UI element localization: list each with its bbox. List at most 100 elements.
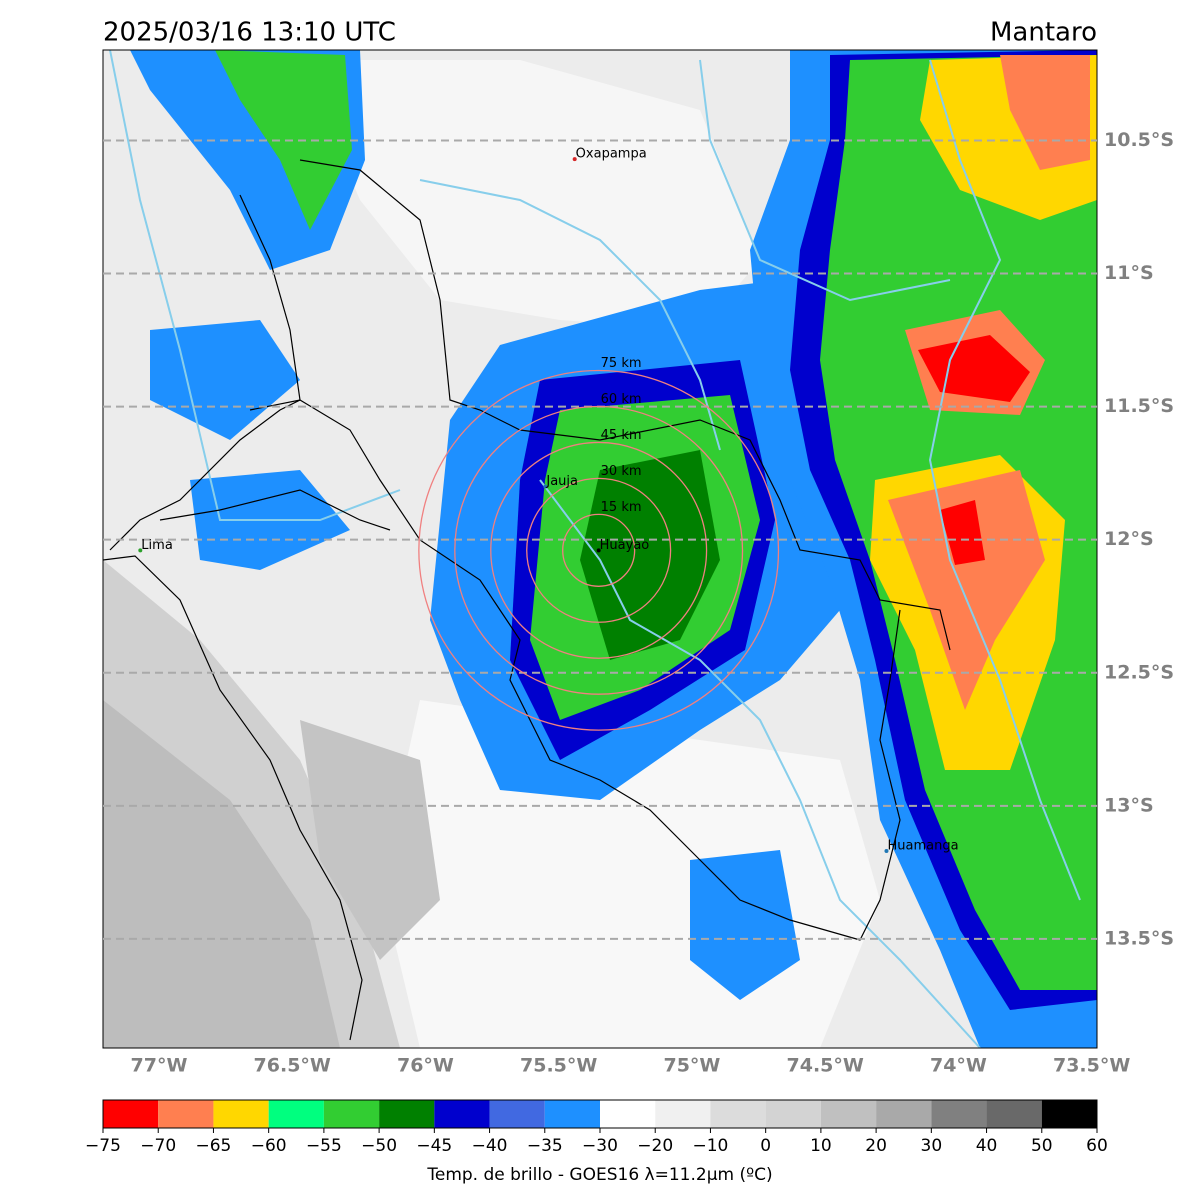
- map-imagery: [103, 50, 1097, 1048]
- colorbar-tick-label: −50: [361, 1136, 397, 1156]
- lon-tick-label: 73.5°W: [1053, 1055, 1130, 1077]
- range-ring: [562, 513, 636, 587]
- colorbar-segment: [710, 1100, 766, 1128]
- colorbar-segment: [600, 1100, 656, 1128]
- terrain: [103, 700, 340, 1048]
- border: [249, 399, 901, 941]
- lon-tick-label: 75°W: [663, 1055, 720, 1077]
- colorbar-segment: [268, 1100, 324, 1128]
- cloud-area: [918, 335, 1030, 402]
- rivers: [109, 50, 1081, 1048]
- colorbar-tick-label: −30: [582, 1136, 618, 1156]
- range-ring-label: 45 km: [601, 428, 642, 443]
- colorbar-tick-label: 40: [976, 1136, 998, 1156]
- cloud-area: [888, 470, 1045, 710]
- colorbar-tick-label: −60: [251, 1136, 287, 1156]
- range-ring: [454, 405, 744, 695]
- lat-tick-label: 11°S: [1104, 262, 1154, 284]
- range-ring-label: 30 km: [601, 464, 642, 479]
- colorbar-tick-label: −75: [85, 1136, 121, 1156]
- colorbar-tick-label: 60: [1086, 1136, 1108, 1156]
- colorbar-tick-label: 10: [810, 1136, 832, 1156]
- colorbar-segment: [379, 1100, 435, 1128]
- colorbar-tick-label: 50: [1031, 1136, 1053, 1156]
- lon-tick-label: 76.5°W: [254, 1055, 331, 1077]
- colorbar-segment: [1041, 1100, 1097, 1128]
- place-marker: [138, 548, 143, 553]
- colorbar-segment: [655, 1100, 711, 1128]
- colorbar-segment: [434, 1100, 490, 1128]
- colorbar-segment: [931, 1100, 987, 1128]
- river: [109, 50, 401, 521]
- colorbar-segment: [103, 1100, 159, 1128]
- range-ring: [526, 477, 672, 623]
- colorbar-segment: [876, 1100, 932, 1128]
- border: [109, 194, 301, 551]
- place-label: Oxapampa: [576, 147, 647, 162]
- colorbar-tick-label: −20: [637, 1136, 673, 1156]
- range-ring: [490, 441, 708, 659]
- lat-tick-label: 12.5°S: [1104, 661, 1174, 683]
- colorbar-tick-label: −10: [692, 1136, 728, 1156]
- colorbar-tick-label: −70: [140, 1136, 176, 1156]
- river: [928, 59, 1081, 901]
- lat-tick-label: 11.5°S: [1104, 395, 1174, 417]
- place-marker: [572, 157, 577, 162]
- place-label: Huamanga: [887, 839, 958, 854]
- river: [419, 179, 721, 451]
- colorbar-segment: [158, 1100, 214, 1128]
- colorbar-segment: [213, 1100, 269, 1128]
- colorbar-tick-label: −55: [306, 1136, 342, 1156]
- cloud-area: [690, 850, 800, 1000]
- place-label: Jauja: [545, 474, 578, 489]
- colorbar-tick-label: 0: [760, 1136, 771, 1156]
- map-frame: [102, 49, 1098, 1049]
- range-ring-label: 60 km: [601, 392, 642, 407]
- colorbar-tick-label: −40: [472, 1136, 508, 1156]
- lon-tick-label: 77°W: [131, 1055, 188, 1077]
- lon-tick-label: 74°W: [930, 1055, 987, 1077]
- range-ring-label: 75 km: [601, 356, 642, 371]
- place-marker: [596, 548, 601, 553]
- colorbar-tick-label: 30: [921, 1136, 943, 1156]
- colorbar-segment: [986, 1100, 1042, 1128]
- colorbar-segment: [765, 1100, 821, 1128]
- borders: [103, 159, 951, 1041]
- place-marker: [543, 484, 548, 489]
- terrain: [300, 60, 760, 330]
- cloud-area: [580, 450, 720, 660]
- cloud-area: [150, 320, 300, 440]
- lat-tick-label: 13°S: [1104, 794, 1154, 816]
- colorbar-label: Temp. de brillo - GOES16 λ=11.2μm (ºC): [426, 1165, 772, 1185]
- colorbar-tick-label: −35: [527, 1136, 563, 1156]
- colorbar-tick-label: 20: [865, 1136, 887, 1156]
- lat-tick-label: 12°S: [1104, 528, 1154, 550]
- colorbar-segment: [323, 1100, 380, 1128]
- river: [539, 479, 981, 1048]
- place-marker: [884, 849, 889, 854]
- colorbar-segment: [820, 1100, 877, 1128]
- cloud-area: [215, 50, 352, 230]
- colorbar-tick-label: −65: [195, 1136, 231, 1156]
- range-ring: [418, 369, 780, 731]
- lon-tick-label: 74.5°W: [787, 1055, 864, 1077]
- place-label: Lima: [141, 538, 172, 553]
- lon-tick-label: 76°W: [397, 1055, 454, 1077]
- place-label: Huayao: [600, 538, 650, 553]
- coastline: [103, 555, 363, 1041]
- terrain: [300, 720, 440, 960]
- lat-tick-label: 10.5°S: [1104, 129, 1174, 151]
- colorbar-segment: [544, 1100, 600, 1128]
- colorbar-segment: [489, 1100, 545, 1128]
- border: [159, 489, 391, 531]
- region-title: Mantaro: [990, 18, 1097, 48]
- border: [299, 159, 951, 651]
- title: 2025/03/16 13:10 UTC: [103, 18, 396, 48]
- lon-tick-label: 75.5°W: [520, 1055, 597, 1077]
- river: [699, 59, 951, 302]
- lat-tick-label: 13.5°S: [1104, 927, 1174, 949]
- cloud-area: [940, 500, 985, 565]
